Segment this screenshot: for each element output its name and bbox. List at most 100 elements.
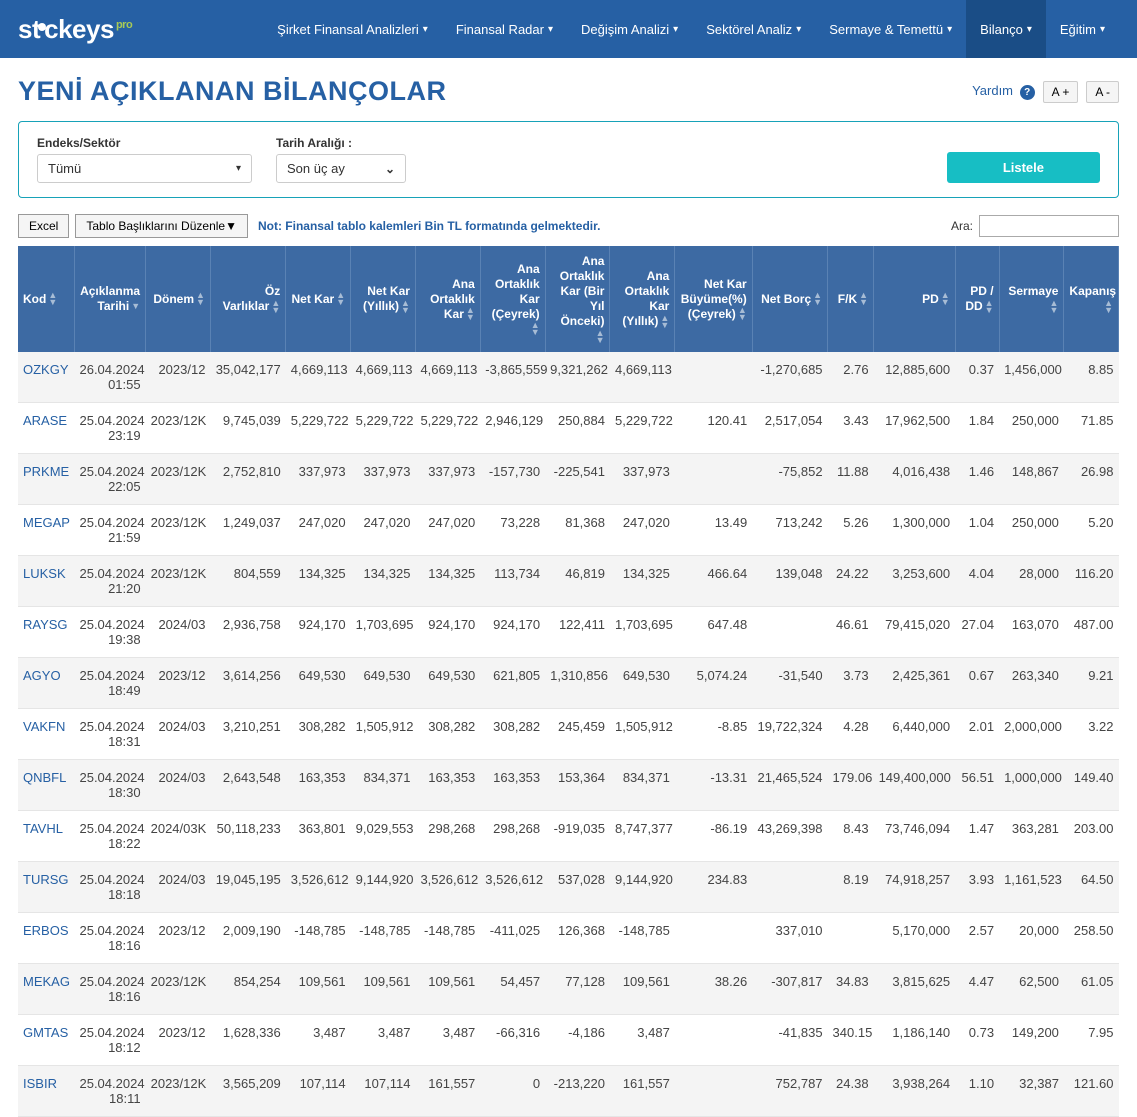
table-row: PRKME25.04.2024 22:052023/12K2,752,81033… (18, 454, 1119, 505)
sector-select[interactable]: Tümü ▾ (37, 154, 252, 183)
table-cell[interactable]: OZKGY (18, 352, 74, 403)
table-cell: 649,530 (415, 658, 480, 709)
column-header[interactable]: PD (874, 246, 956, 352)
table-cell: 25.04.2024 18:16 (74, 964, 145, 1015)
column-header[interactable]: Kapanış (1064, 246, 1119, 352)
table-row: VAKFN25.04.2024 18:312024/033,210,251308… (18, 709, 1119, 760)
table-cell[interactable]: PRKME (18, 454, 74, 505)
table-cell[interactable]: ARASE (18, 403, 74, 454)
listele-button[interactable]: Listele (947, 152, 1100, 183)
table-cell[interactable]: MEGAP (18, 505, 74, 556)
table-cell: 2023/12K (146, 505, 211, 556)
table-cell: 25.04.2024 18:11 (74, 1066, 145, 1117)
table-cell: 134,325 (351, 556, 416, 607)
table-cell: 2.01 (955, 709, 999, 760)
search-input[interactable] (979, 215, 1119, 237)
table-cell: 2023/12 (146, 658, 211, 709)
table-cell[interactable]: LUKSK (18, 556, 74, 607)
table-cell (675, 454, 752, 505)
excel-button[interactable]: Excel (18, 214, 69, 238)
table-cell: 73,228 (480, 505, 545, 556)
table-cell[interactable]: ERBOS (18, 913, 74, 964)
column-header[interactable]: Ana Ortaklık Kar (415, 246, 480, 352)
toolbar: Excel Tablo Başlıklarını Düzenle▼ Not: F… (0, 214, 1137, 246)
column-header[interactable]: F/K (828, 246, 874, 352)
table-cell[interactable]: QNBFL (18, 760, 74, 811)
table-cell: 107,114 (351, 1066, 416, 1117)
column-header[interactable]: Dönem (146, 246, 211, 352)
table-cell: 25.04.2024 18:31 (74, 709, 145, 760)
table-cell (828, 913, 874, 964)
table-cell (675, 1015, 752, 1066)
table-cell: 6,440,000 (874, 709, 956, 760)
table-row: RAYSG25.04.2024 19:382024/032,936,758924… (18, 607, 1119, 658)
font-increase-button[interactable]: A + (1043, 81, 1079, 103)
table-cell: 12,885,600 (874, 352, 956, 403)
table-cell[interactable]: AGYO (18, 658, 74, 709)
column-header[interactable]: Ana Ortaklık Kar (Yıllık) (610, 246, 675, 352)
column-header[interactable]: Ana Ortaklık Kar (Bir Yıl Önceki) (545, 246, 610, 352)
edit-headers-button[interactable]: Tablo Başlıklarını Düzenle▼ (75, 214, 248, 238)
table-cell[interactable]: VAKFN (18, 709, 74, 760)
table-cell: 109,561 (610, 964, 675, 1015)
nav-item[interactable]: Eğitim▾ (1046, 0, 1119, 58)
table-cell[interactable]: TAVHL (18, 811, 74, 862)
column-header[interactable]: Net Kar (286, 246, 351, 352)
column-header[interactable]: Öz Varlıklar (210, 246, 285, 352)
table-cell: 2024/03 (146, 709, 211, 760)
table-row: GMTAS25.04.2024 18:122023/121,628,3363,4… (18, 1015, 1119, 1066)
table-cell: 854,254 (210, 964, 285, 1015)
column-header[interactable]: Açıklanma Tarihi (74, 246, 145, 352)
table-cell: 2024/03K (146, 811, 211, 862)
table-cell: 1.46 (955, 454, 999, 505)
logo[interactable]: stckeyspro (18, 14, 132, 45)
navbar: stckeyspro Şirket Finansal Analizleri▾Fi… (0, 0, 1137, 58)
table-cell (675, 352, 752, 403)
table-cell: 1,161,523 (999, 862, 1064, 913)
table-cell[interactable]: MEKAG (18, 964, 74, 1015)
table-cell: 27.04 (955, 607, 999, 658)
table-row: QNBFL25.04.2024 18:302024/032,643,548163… (18, 760, 1119, 811)
table-cell: 3,614,256 (210, 658, 285, 709)
table-cell: 1,628,336 (210, 1015, 285, 1066)
table-cell: 363,801 (286, 811, 351, 862)
table-cell: 3.93 (955, 862, 999, 913)
nav-item[interactable]: Bilanço▾ (966, 0, 1046, 58)
column-header[interactable]: Kod (18, 246, 74, 352)
nav-item[interactable]: Finansal Radar▾ (442, 0, 567, 58)
column-header[interactable]: PD / DD (955, 246, 999, 352)
date-range-select[interactable]: Son üç ay ⌄ (276, 154, 406, 183)
nav-item[interactable]: Değişim Analizi▾ (567, 0, 692, 58)
column-header[interactable]: Ana Ortaklık Kar (Çeyrek) (480, 246, 545, 352)
table-cell[interactable]: ISBIR (18, 1066, 74, 1117)
help-icon: ? (1020, 85, 1035, 100)
sort-icon (859, 292, 868, 306)
column-header[interactable]: Net Kar Büyüme(%) (Çeyrek) (675, 246, 752, 352)
nav-item[interactable]: Sermaye & Temettü▾ (815, 0, 966, 58)
table-cell: 2,752,810 (210, 454, 285, 505)
table-cell[interactable]: RAYSG (18, 607, 74, 658)
table-cell: 1.84 (955, 403, 999, 454)
table-cell: 149,200 (999, 1015, 1064, 1066)
column-header[interactable]: Net Kar (Yıllık) (351, 246, 416, 352)
table-cell: 134,325 (415, 556, 480, 607)
table-cell: 25.04.2024 18:12 (74, 1015, 145, 1066)
sort-icon (48, 292, 57, 306)
nav-item[interactable]: Şirket Finansal Analizleri▾ (263, 0, 442, 58)
font-decrease-button[interactable]: A - (1086, 81, 1119, 103)
table-cell: 71.85 (1064, 403, 1119, 454)
help-link[interactable]: Yardım ? (972, 83, 1035, 100)
table-cell: 74,918,257 (874, 862, 956, 913)
table-cell[interactable]: GMTAS (18, 1015, 74, 1066)
table-cell: 62,500 (999, 964, 1064, 1015)
table-cell: 2024/03 (146, 862, 211, 913)
table-cell: 3.73 (828, 658, 874, 709)
column-header[interactable]: Sermaye (999, 246, 1064, 352)
table-cell[interactable]: TURSG (18, 862, 74, 913)
table-cell: 2023/12K (146, 964, 211, 1015)
sector-label: Endeks/Sektör (37, 136, 252, 150)
chevron-down-icon: ▾ (796, 24, 801, 35)
table-cell: -13.31 (675, 760, 752, 811)
nav-item[interactable]: Sektörel Analiz▾ (692, 0, 815, 58)
column-header[interactable]: Net Borç (752, 246, 827, 352)
